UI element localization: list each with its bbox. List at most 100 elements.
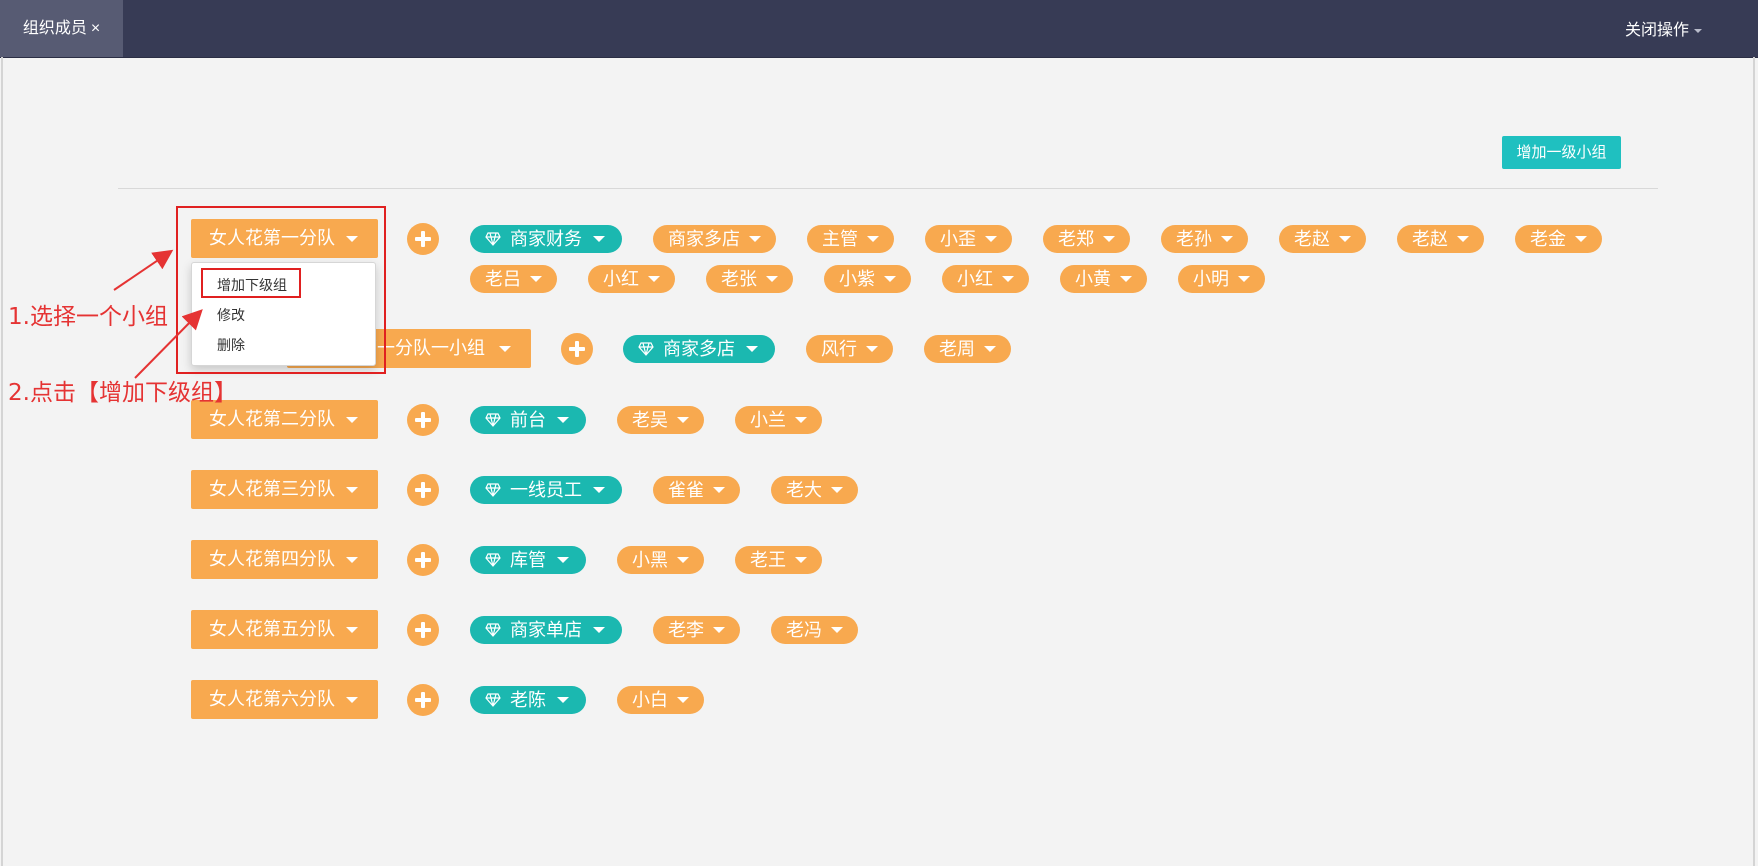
role-name: 库管: [510, 550, 546, 570]
role-name: 一线员工: [510, 480, 582, 500]
role-name: 商家多店: [663, 339, 735, 359]
add-member-plus-icon[interactable]: [407, 614, 439, 646]
team-name: 女人花第四分队: [209, 549, 335, 569]
member-pill[interactable]: 老孙: [1161, 225, 1248, 253]
role-pill[interactable]: 库管: [470, 546, 586, 574]
member-pill[interactable]: 老张: [706, 265, 793, 293]
team-button[interactable]: 女人花第二分队: [191, 400, 378, 439]
member-pill[interactable]: 商家多店: [653, 225, 776, 253]
caret-down-icon: [346, 487, 358, 493]
member-pill[interactable]: 老金: [1515, 225, 1602, 253]
tab-close-icon[interactable]: ×: [90, 20, 101, 37]
role-pill[interactable]: 商家多店: [623, 335, 775, 363]
team-button[interactable]: 女人花第一分队: [191, 219, 378, 258]
member-pill[interactable]: 小白: [617, 686, 704, 714]
team-button[interactable]: 女人花第四分队: [191, 540, 378, 579]
member-name: 老李: [668, 620, 704, 640]
annotation-step-1: 1.选择一个小组: [8, 304, 168, 330]
member-pill[interactable]: 小兰: [735, 406, 822, 434]
close-operations-label: 关闭操作: [1624, 22, 1689, 39]
add-member-plus-icon[interactable]: [561, 333, 593, 365]
member-name: 老吕: [485, 269, 521, 289]
member-pill[interactable]: 老李: [653, 616, 740, 644]
caret-down-icon: [346, 417, 358, 423]
member-pill[interactable]: 老王: [735, 546, 822, 574]
diamond-icon: [485, 693, 501, 707]
member-pill[interactable]: 老吕: [470, 265, 557, 293]
caret-down-icon: [713, 627, 725, 633]
member-name: 老金: [1530, 229, 1566, 249]
caret-down-icon: [746, 346, 758, 352]
team-dropdown-menu: 增加下级组 修改 删除: [191, 262, 376, 366]
member-pill[interactable]: 老冯: [771, 616, 858, 644]
caret-down-icon: [346, 697, 358, 703]
caret-down-icon: [346, 627, 358, 633]
chevron-down-icon: [1694, 28, 1702, 33]
member-pill[interactable]: 主管: [807, 225, 894, 253]
member-name: 小兰: [750, 410, 786, 430]
member-pill[interactable]: 老吴: [617, 406, 704, 434]
arrow-to-team: [113, 249, 174, 291]
caret-down-icon: [831, 627, 843, 633]
member-pill[interactable]: 老赵: [1397, 225, 1484, 253]
member-pill[interactable]: 老周: [924, 335, 1011, 363]
add-member-plus-icon[interactable]: [407, 404, 439, 436]
member-pill[interactable]: 小红: [588, 265, 675, 293]
member-pill[interactable]: 雀雀: [653, 476, 740, 504]
role-name: 商家单店: [510, 620, 582, 640]
member-pill[interactable]: 老赵: [1279, 225, 1366, 253]
diamond-icon: [485, 413, 501, 427]
caret-down-icon: [1457, 236, 1469, 242]
role-pill[interactable]: 一线员工: [470, 476, 622, 504]
member-pill[interactable]: 老郑: [1043, 225, 1130, 253]
role-pill[interactable]: 前台: [470, 406, 586, 434]
member-pill[interactable]: 小黄: [1060, 265, 1147, 293]
caret-down-icon: [1339, 236, 1351, 242]
role-pill[interactable]: 商家单店: [470, 616, 622, 644]
caret-down-icon: [1103, 236, 1115, 242]
team-button[interactable]: 女人花第六分队: [191, 680, 378, 719]
caret-down-icon: [677, 557, 689, 563]
member-name: 老冯: [786, 620, 822, 640]
member-name: 老孙: [1176, 229, 1212, 249]
caret-down-icon: [530, 276, 542, 282]
diamond-icon: [638, 342, 654, 356]
member-name: 风行: [821, 339, 857, 359]
caret-down-icon: [593, 236, 605, 242]
caret-down-icon: [557, 417, 569, 423]
menu-item-edit[interactable]: 修改: [217, 307, 245, 323]
caret-down-icon: [557, 697, 569, 703]
team-button[interactable]: 女人花第三分队: [191, 470, 378, 509]
member-pill[interactable]: 小紫: [824, 265, 911, 293]
member-name: 老王: [750, 550, 786, 570]
caret-down-icon: [346, 236, 358, 242]
menu-item-add-subgroup[interactable]: 增加下级组: [217, 277, 287, 293]
add-top-group-button[interactable]: 增加一级小组: [1502, 136, 1621, 169]
tab-org-members[interactable]: 组织成员 ×: [0, 0, 123, 57]
diamond-icon: [485, 553, 501, 567]
menu-item-delete[interactable]: 删除: [217, 337, 245, 353]
role-pill[interactable]: 老陈: [470, 686, 586, 714]
add-member-plus-icon[interactable]: [407, 223, 439, 255]
annotation-step-2: 2.点击【增加下级组】: [8, 380, 237, 406]
team-button[interactable]: 女人花第五分队: [191, 610, 378, 649]
caret-down-icon: [1238, 276, 1250, 282]
caret-down-icon: [795, 557, 807, 563]
top-bar: 组织成员 × 关闭操作: [0, 0, 1758, 58]
member-name: 小红: [957, 269, 993, 289]
close-operations-menu[interactable]: 关闭操作: [1625, 0, 1702, 57]
member-pill[interactable]: 老大: [771, 476, 858, 504]
member-name: 雀雀: [668, 480, 704, 500]
caret-down-icon: [795, 417, 807, 423]
member-pill[interactable]: 小明: [1178, 265, 1265, 293]
role-pill[interactable]: 商家财务: [470, 225, 622, 253]
add-member-plus-icon[interactable]: [407, 474, 439, 506]
member-pill[interactable]: 小红: [942, 265, 1029, 293]
member-pill[interactable]: 小黑: [617, 546, 704, 574]
member-pill[interactable]: 小歪: [925, 225, 1012, 253]
add-member-plus-icon[interactable]: [407, 684, 439, 716]
team-name: 女人花第一分队: [209, 228, 335, 248]
member-pill[interactable]: 风行: [806, 335, 893, 363]
team-name: 女人花第六分队: [209, 689, 335, 709]
add-member-plus-icon[interactable]: [407, 544, 439, 576]
